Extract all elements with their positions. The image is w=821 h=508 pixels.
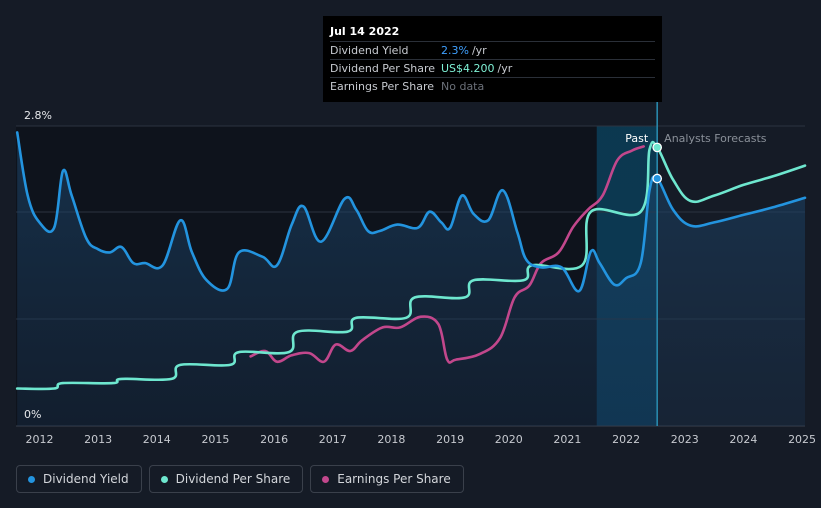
x-tick-label: 2019 — [436, 433, 464, 446]
tooltip-value: 2.3% — [441, 44, 469, 57]
x-tick-label: 2018 — [377, 433, 405, 446]
chart-legend: Dividend Yield Dividend Per Share Earnin… — [16, 465, 464, 493]
forecast-label: Analysts Forecasts — [664, 132, 767, 145]
y-axis-bottom-label: 0% — [24, 408, 41, 421]
x-tick-label: 2013 — [84, 433, 112, 446]
series-line-yield — [15, 131, 807, 293]
dividend-yield-area — [17, 132, 805, 426]
tooltip-value: US$4.200 — [441, 62, 495, 75]
series-line-eps — [249, 145, 645, 364]
legend-dot-icon — [160, 475, 168, 483]
tooltip-row-dividend-yield: Dividend Yield 2.3% /yr — [330, 41, 655, 59]
tooltip-row-earnings-per-share: Earnings Per Share No data — [330, 77, 655, 95]
x-tick-label: 2014 — [143, 433, 171, 446]
marker-yield — [652, 173, 663, 184]
tooltip-label: Dividend Per Share — [330, 62, 436, 75]
legend-dot-icon — [322, 475, 330, 483]
legend-item-earnings-per-share[interactable]: Earnings Per Share — [310, 465, 464, 493]
x-tick-label: 2025 — [788, 433, 816, 446]
x-tick-label: 2015 — [201, 433, 229, 446]
tooltip-date: Jul 14 2022 — [330, 25, 400, 38]
y-axis-top-label: 2.8% — [24, 109, 52, 122]
tooltip-unit: /yr — [497, 62, 513, 75]
legend-item-dividend-yield[interactable]: Dividend Yield — [16, 465, 142, 493]
tooltip-label: Dividend Yield — [330, 44, 409, 57]
x-tick-label: 2016 — [260, 433, 288, 446]
tooltip-row-dividend-per-share: Dividend Per Share US$4.200 /yr — [330, 59, 655, 77]
tooltip-unit: /yr — [471, 44, 487, 57]
x-tick-label: 2012 — [25, 433, 53, 446]
x-tick-label: 2021 — [553, 433, 581, 446]
legend-item-dividend-per-share[interactable]: Dividend Per Share — [148, 465, 304, 493]
hover-tooltip: Jul 14 2022 Dividend Yield 2.3% /yr Divi… — [323, 16, 662, 102]
x-tick-label: 2024 — [729, 433, 757, 446]
past-label: Past — [625, 132, 649, 145]
x-tick-label: 2017 — [319, 433, 347, 446]
legend-dot-icon — [28, 475, 35, 483]
x-tick-label: 2022 — [612, 433, 640, 446]
tooltip-label: Earnings Per Share — [330, 80, 435, 93]
x-tick-label: 2020 — [495, 433, 523, 446]
legend-label: Dividend Yield — [43, 472, 129, 486]
tooltip-value: No data — [441, 80, 485, 93]
marker-dps — [652, 142, 663, 153]
series-line-dps — [15, 140, 807, 391]
x-tick-label: 2023 — [671, 433, 699, 446]
legend-label: Earnings Per Share — [337, 472, 451, 486]
legend-label: Dividend Per Share — [175, 472, 291, 486]
